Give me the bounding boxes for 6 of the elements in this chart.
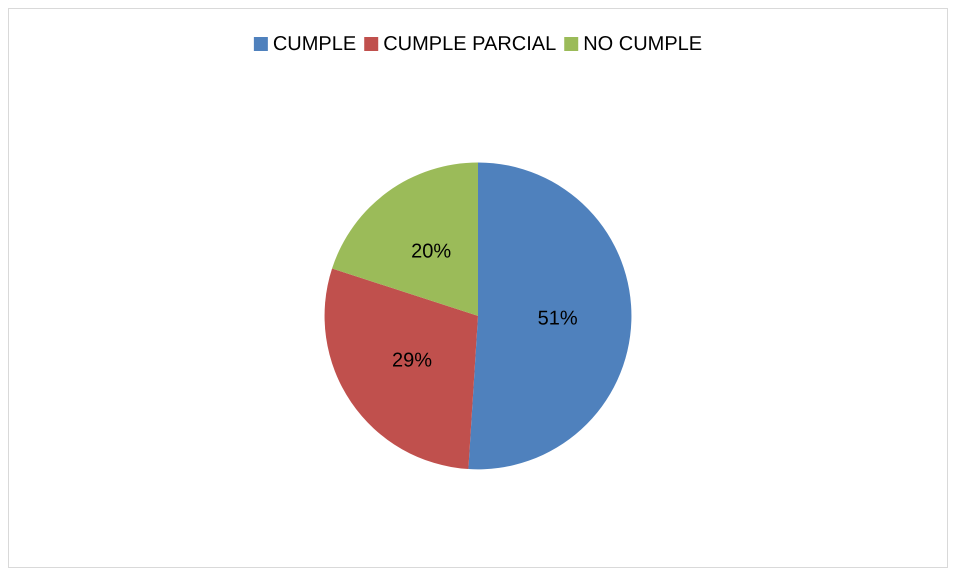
legend-label: CUMPLE PARCIAL: [383, 33, 556, 55]
data-label: 20%: [411, 240, 452, 262]
legend-label: NO CUMPLE: [583, 33, 702, 55]
legend-label: CUMPLE: [272, 33, 356, 55]
data-label: 29%: [392, 350, 432, 372]
data-label: 51%: [538, 307, 578, 330]
